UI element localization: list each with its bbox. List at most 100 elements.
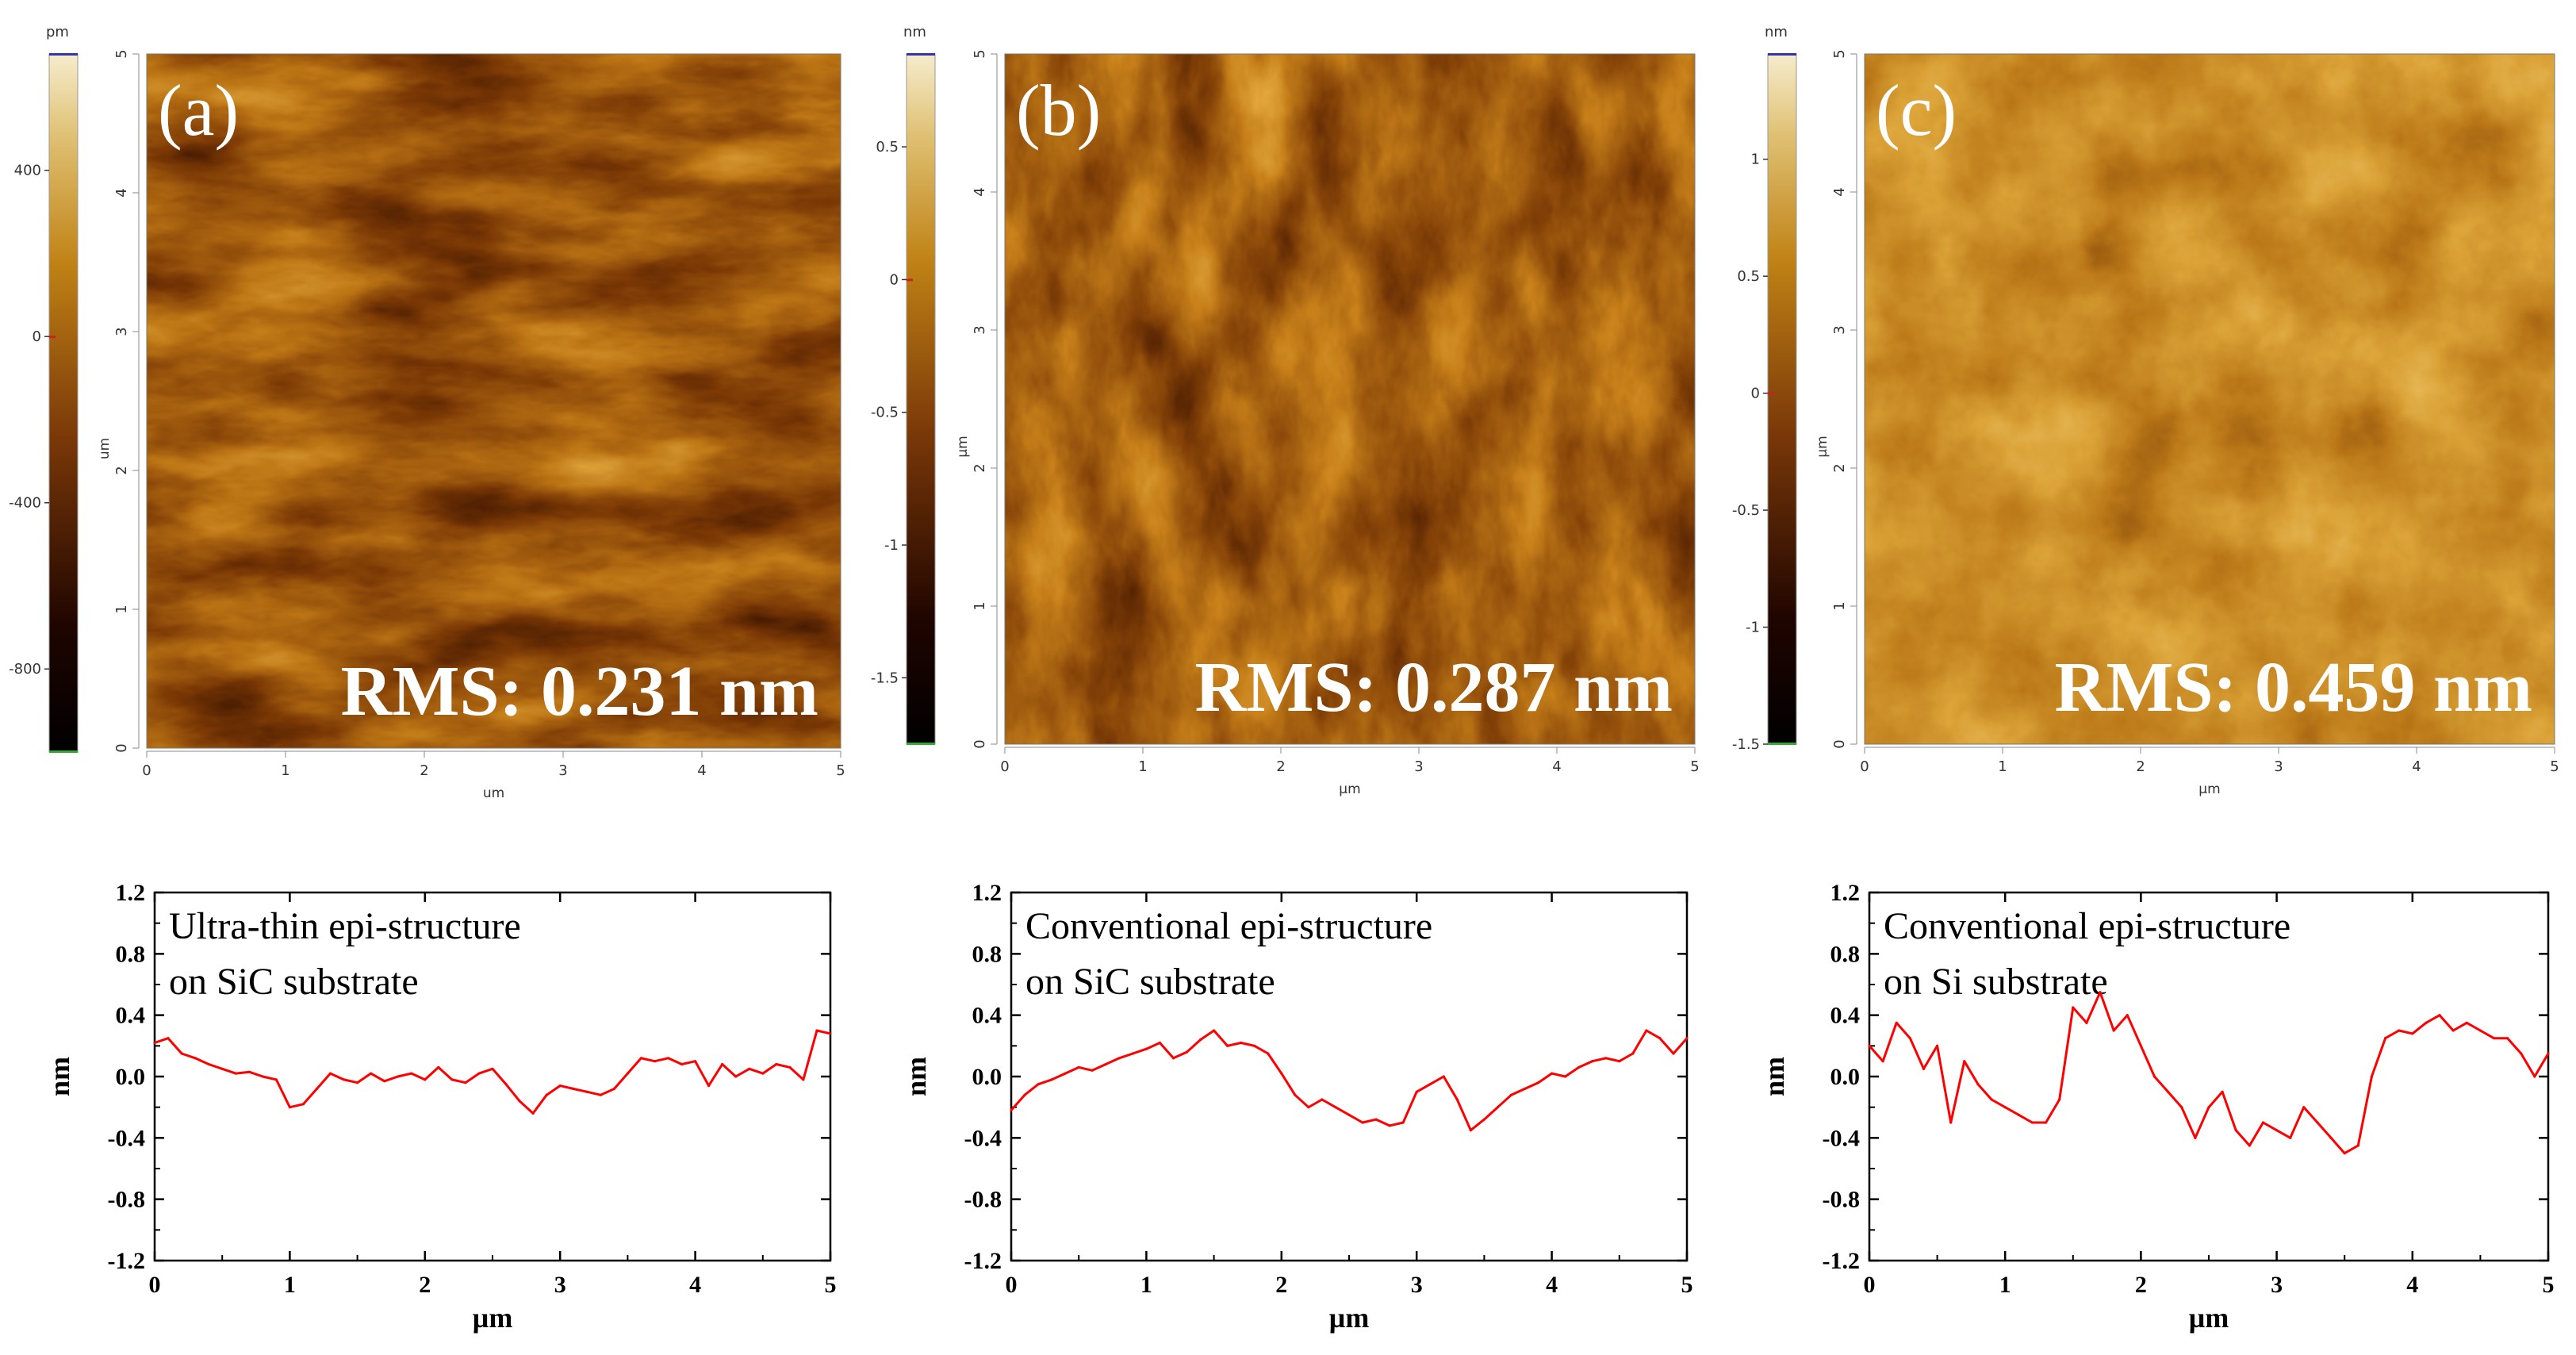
profile-point (2465, 1021, 2468, 1024)
x-tick-label: 4 (1546, 1272, 1558, 1298)
profile-point (626, 1072, 630, 1075)
profile-point (1442, 1075, 1445, 1078)
profile-point (761, 1072, 765, 1075)
profile-point (2194, 1136, 2197, 1139)
profile-point (2398, 1029, 2401, 1032)
profile-point (424, 1078, 427, 1081)
image-x-unit: um (483, 785, 504, 801)
profile-point (1131, 1052, 1134, 1055)
profile-point (220, 1067, 224, 1070)
profile-point (194, 1057, 197, 1060)
colorbar (48, 53, 79, 753)
x-axis-label: µm (1329, 1302, 1370, 1334)
profile-point (234, 1072, 237, 1075)
profile-point (707, 1084, 711, 1088)
plot-frame (1868, 891, 2550, 1262)
profile-point (1895, 1021, 1898, 1024)
profile-point (1523, 1087, 1527, 1091)
colorbar-zero-mark (907, 278, 913, 282)
rms-value: RMS: 0.231 nm (341, 652, 819, 731)
x-tick-label: 2 (2135, 1272, 2147, 1298)
profile-point (572, 1087, 575, 1091)
profile-point (1908, 1037, 1911, 1040)
profile-point (2425, 1021, 2428, 1024)
profile-point (2506, 1037, 2509, 1040)
profile-point (370, 1072, 373, 1075)
colorbar-tick-label: -1 (1746, 620, 1760, 636)
colorbar-tick-label: 0 (33, 328, 41, 345)
colorbar (906, 53, 936, 745)
rms-value: RMS: 0.287 nm (1195, 648, 1673, 727)
profile-point (2030, 1121, 2034, 1124)
profile-point (1267, 1052, 1270, 1055)
y-tick-label: 0.4 (116, 1003, 146, 1029)
colorbar-unit: nm (903, 24, 926, 40)
profile-point (2289, 1136, 2292, 1139)
y-tick-label: 0.4 (972, 1003, 1002, 1029)
image-x-tick-label: 2 (2136, 758, 2145, 775)
image-y-tick-label: 5 (113, 49, 130, 58)
panel-label: (c) (1876, 70, 1957, 151)
profile-point (2302, 1106, 2306, 1109)
y-tick-label: -0.8 (1823, 1187, 1861, 1213)
y-tick-label: 0.8 (972, 941, 1002, 967)
image-x-tick-label: 5 (1690, 758, 1699, 775)
profile-point (1240, 1041, 1243, 1045)
profile-point (1104, 1062, 1107, 1066)
image-y-tick-label: 2 (1831, 463, 1848, 472)
image-y-tick-label: 4 (113, 188, 130, 197)
profile-point (680, 1062, 684, 1066)
colorbar-tick-label: -400 (9, 495, 41, 512)
x-tick-label: 4 (689, 1272, 701, 1298)
colorbar-bottom-mark (907, 743, 935, 745)
profile-point (2492, 1037, 2496, 1040)
profile-point (1551, 1072, 1554, 1075)
profile-point (1037, 1083, 1040, 1086)
afm-panel-c: nm 1 0.5 0 -0.5 -1 -1.5 (c) RMS: 0.459 nm 0 1 2 3 4 5 µ… (1732, 24, 2559, 797)
profile-point (1388, 1124, 1391, 1127)
colorbar-tick-label: -0.5 (871, 405, 899, 421)
chart-title-line: Conventional epi-structure (1025, 905, 1432, 947)
profile-point (2017, 1113, 2020, 1116)
profile-point (2085, 1021, 2088, 1024)
profile-point (2356, 1144, 2359, 1147)
image-x-tick-label: 1 (1998, 758, 2007, 775)
profile-point (2207, 1106, 2210, 1109)
profile-point (2275, 1129, 2279, 1132)
profile-point (802, 1078, 805, 1081)
x-tick-label: 3 (554, 1272, 566, 1298)
image-x-tick-label: 2 (420, 762, 428, 779)
x-axis-label: µm (473, 1302, 513, 1334)
afm-panel-a: pm 400 0 -400 -800 (a) RMS: 0.231 nm 0 1 2 3 4 5 um 0 1… (9, 24, 845, 801)
x-tick-label: 5 (2543, 1272, 2555, 1298)
profile-point (2167, 1090, 2170, 1093)
colorbar-tick-label: 0.5 (876, 139, 899, 155)
colorbar-zero-mark (1768, 392, 1774, 395)
x-tick-label: 1 (284, 1272, 296, 1298)
colorbar-tick-label: 1 (1751, 152, 1760, 168)
profile-point (1577, 1065, 1581, 1069)
profile-point (2248, 1144, 2251, 1147)
image-y-tick-label: 0 (113, 743, 130, 752)
colorbar-unit: nm (1765, 24, 1788, 40)
image-x-tick-label: 0 (142, 762, 151, 779)
image-x-tick-label: 0 (1860, 758, 1869, 775)
x-tick-label: 0 (149, 1272, 161, 1298)
image-y-tick-label: 2 (113, 466, 130, 474)
colorbar-tick-label: 400 (14, 163, 41, 179)
profile-point (2058, 1098, 2061, 1101)
image-x-tick-label: 0 (1000, 758, 1009, 775)
profile-point (1185, 1050, 1189, 1054)
image-x-tick-label: 4 (697, 762, 706, 779)
colorbar-zero-mark (49, 336, 56, 339)
x-tick-label: 1 (1999, 1272, 2011, 1298)
y-tick-label: 1.2 (116, 880, 146, 906)
y-tick-label: -0.4 (1823, 1125, 1861, 1151)
colorbar-top-mark (49, 53, 78, 56)
image-x-tick-label: 3 (558, 762, 567, 779)
colorbar-tick-label: -1 (884, 537, 899, 554)
image-x-tick-label: 1 (281, 762, 289, 779)
profile-point (1509, 1093, 1513, 1096)
profile-chart-3: 0 1 2 3 4 5 -1.2 -0.8 -0.4 0.0 0.4 0.8 1.2 µm nm Conven… (1758, 880, 2555, 1334)
